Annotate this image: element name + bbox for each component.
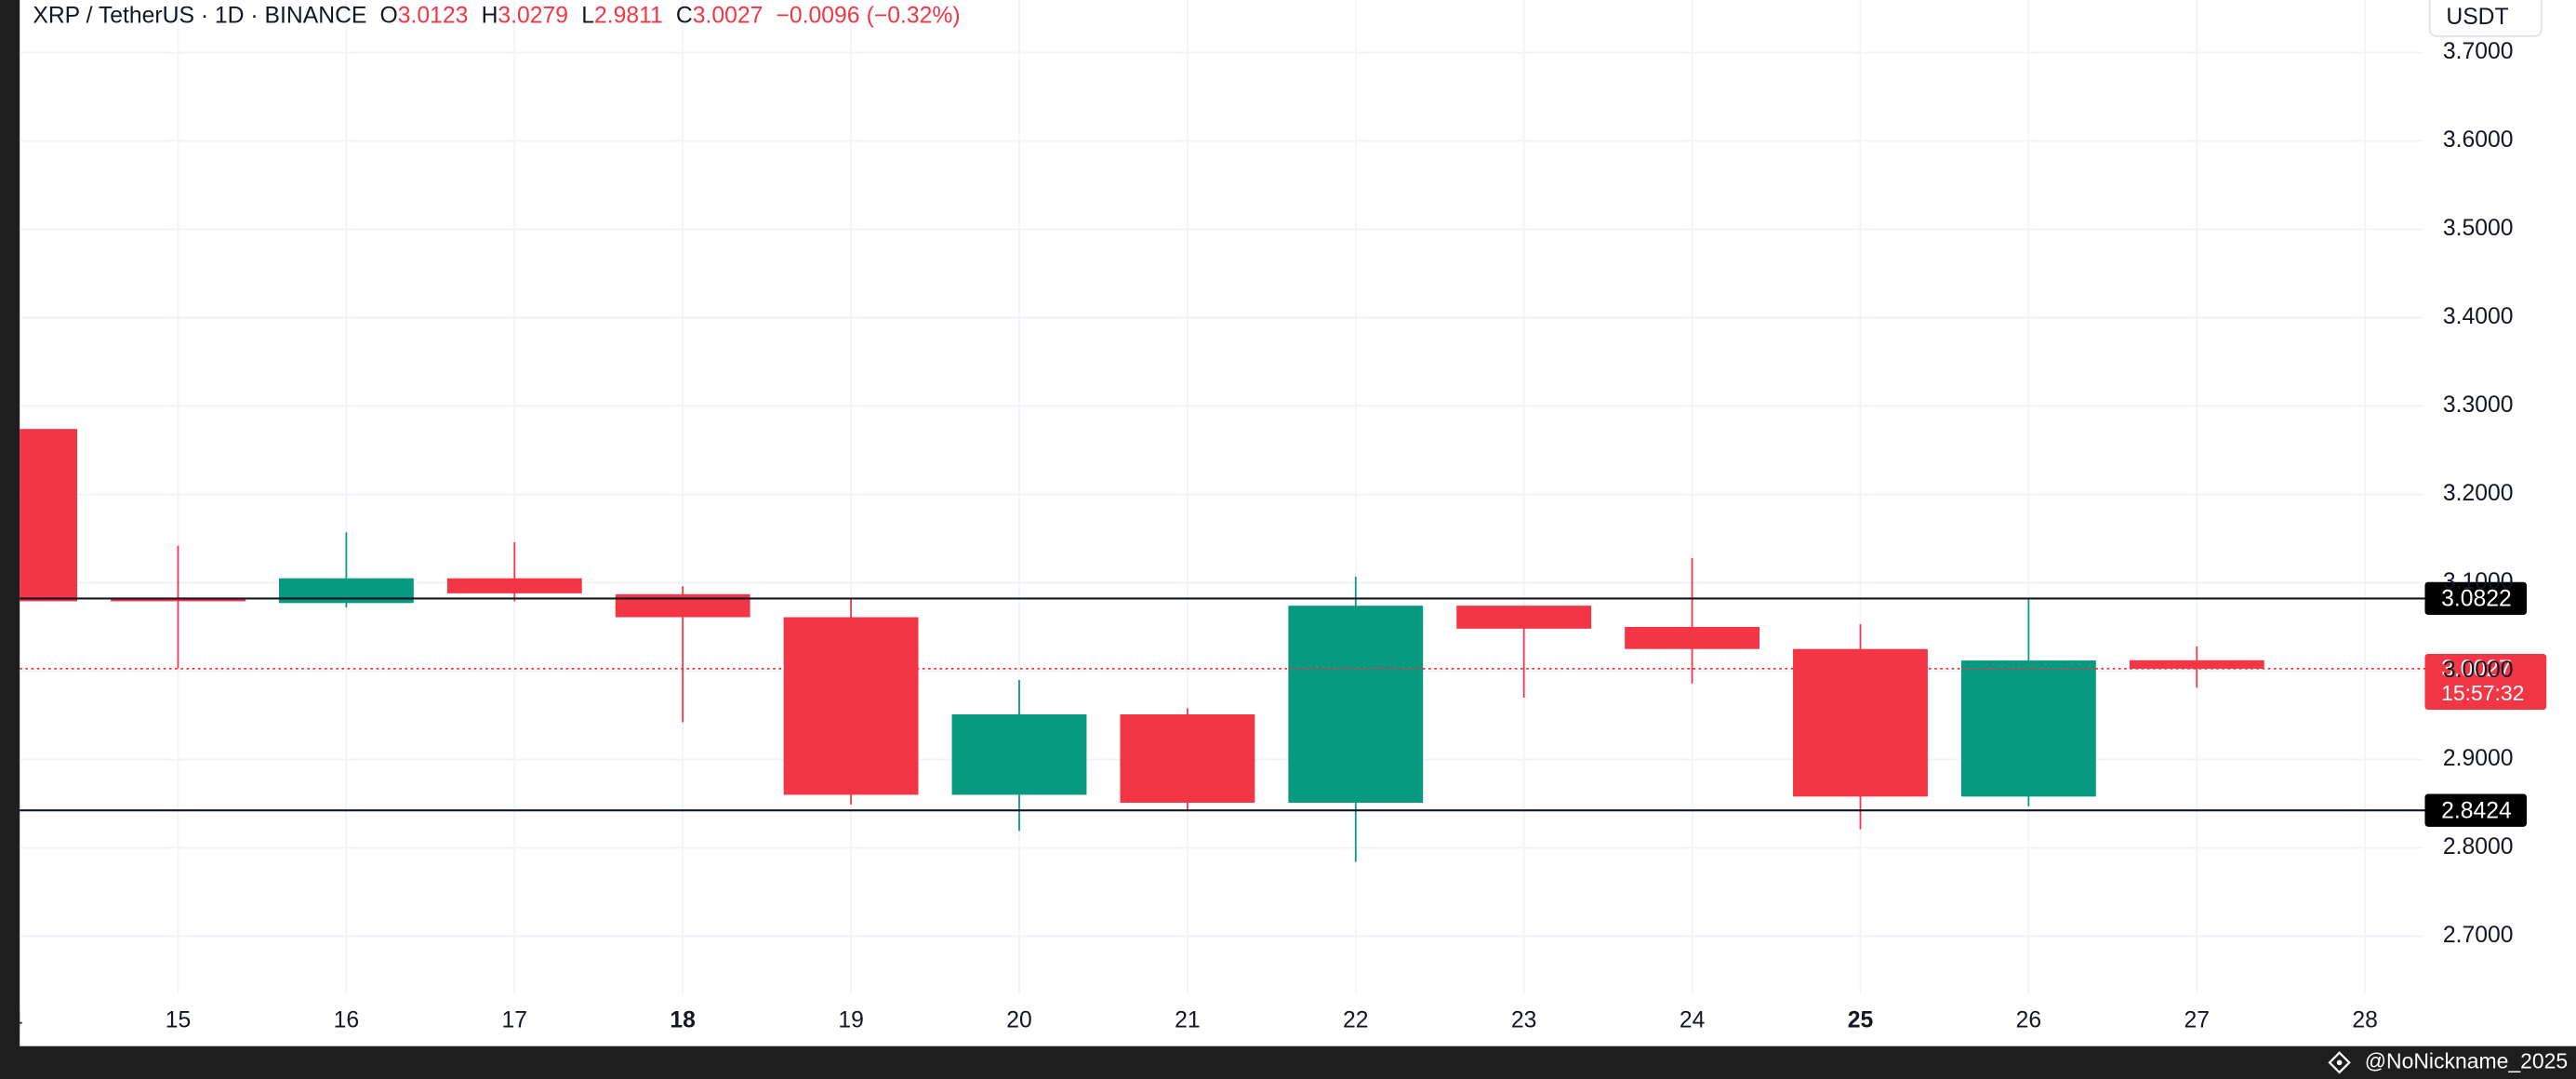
y-tick-label: 3.1000 — [2443, 569, 2514, 594]
candle-body — [1625, 626, 1760, 649]
candle-body — [783, 617, 919, 795]
close-letter: C — [676, 3, 693, 28]
candle-body — [1288, 606, 1424, 804]
y-tick-label: 3.5000 — [2443, 216, 2514, 241]
x-tick-label: 27 — [2184, 1008, 2211, 1033]
x-tick-label: 15 — [166, 1008, 192, 1033]
watermark: @NoNickname_2025 — [2365, 1048, 2568, 1072]
y-tick-label: 2.7000 — [2443, 923, 2514, 948]
level-tag — [2424, 793, 2528, 827]
grid — [20, 0, 2423, 994]
low-value: 2.9811 — [594, 3, 663, 28]
candle-body — [951, 714, 1087, 795]
x-tick-label: 20 — [1006, 1008, 1032, 1033]
countdown: 15:57:32 — [2441, 681, 2524, 705]
change: −0.0096 — [777, 3, 860, 28]
level-label: 2.8424 — [2441, 798, 2512, 823]
x-tick-label: 26 — [2016, 1008, 2042, 1033]
close-value: 3.0027 — [693, 3, 764, 28]
open-letter: O — [380, 3, 398, 28]
chart-background — [20, 0, 2576, 1046]
y-tick-label: 3.7000 — [2443, 39, 2514, 64]
candle-body — [1960, 660, 2096, 797]
x-tick-label: 17 — [502, 1008, 528, 1033]
candle-body — [111, 599, 246, 602]
symbol: XRP / TetherUS · 1D · BINANCE — [33, 3, 366, 28]
high-letter: H — [482, 3, 498, 28]
change-pct: (−0.32%) — [867, 3, 961, 28]
y-tick-label: 3.0000 — [2443, 658, 2514, 683]
y-tick-label: 3.6000 — [2443, 127, 2514, 153]
candle-body — [446, 578, 582, 593]
level-tag — [2424, 581, 2528, 616]
low-letter: L — [581, 3, 594, 28]
x-tick-label: 16 — [334, 1008, 360, 1033]
candle-body — [1456, 606, 1592, 629]
candle-body — [1793, 648, 1928, 797]
x-tick-label: 23 — [1511, 1008, 1537, 1033]
x-tick-label: 24 — [1680, 1008, 1706, 1033]
x-tick-label: 21 — [1175, 1008, 1201, 1033]
y-tick-label: 3.3000 — [2443, 393, 2514, 418]
x-tick-label: 25 — [1848, 1008, 1874, 1033]
watermark-icon — [2328, 1051, 2351, 1074]
last-price-label: 3.0027 — [2441, 657, 2512, 682]
x-axis: 14 15 16 17 18 19 20 21 22 23 24 25 26 27 28 — [0, 1008, 2378, 1033]
open-value: 3.0123 — [398, 3, 469, 28]
x-tick-label: 19 — [838, 1008, 864, 1033]
currency[interactable]: USDT — [2446, 5, 2508, 30]
x-tick-label: 14 — [0, 1008, 23, 1033]
y-tick-label: 3.2000 — [2443, 481, 2514, 506]
candles — [20, 429, 2264, 862]
candle-body — [1120, 714, 1255, 804]
candle-body — [20, 429, 78, 602]
level-label: 3.0822 — [2441, 587, 2512, 612]
candle-body — [2129, 659, 2264, 669]
high-value: 3.0279 — [498, 3, 568, 28]
y-tick-label: 3.4000 — [2443, 304, 2514, 329]
y-tick-label: 2.8000 — [2443, 834, 2514, 859]
x-tick-label: 18 — [670, 1008, 696, 1033]
y-axis: 2.7000 2.8000 2.9000 3.0000 3.1000 3.2000 3.30… — [2443, 39, 2514, 948]
header: XRP / TetherUS · 1D · BINANCE O3.0123 H3.0… — [33, 3, 960, 28]
y-tick-label: 2.9000 — [2443, 746, 2514, 771]
x-tick-label: 22 — [1343, 1008, 1369, 1033]
last-price-tag — [2424, 654, 2547, 711]
currency-box[interactable] — [2428, 0, 2543, 37]
x-tick-label: 28 — [2352, 1008, 2378, 1033]
